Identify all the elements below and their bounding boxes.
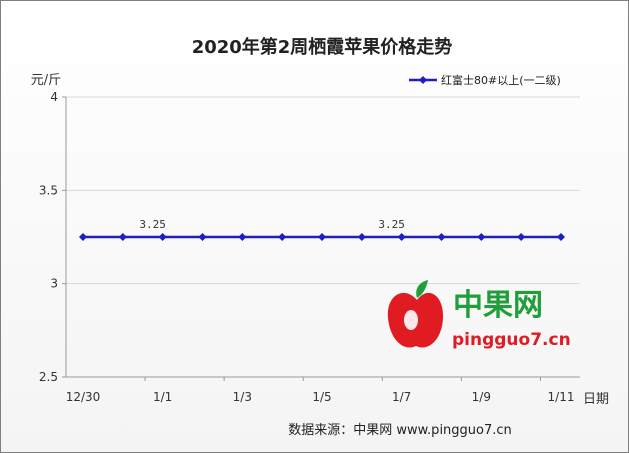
data-label: 3.25	[378, 218, 405, 231]
legend-marker	[419, 76, 427, 84]
x-tick-label: 1/3	[233, 390, 252, 404]
data-point	[397, 233, 406, 241]
y-axis-unit: 元/斤	[31, 73, 61, 88]
data-point	[517, 233, 526, 241]
y-tick-label: 4	[50, 90, 58, 104]
apple-leaf-icon	[416, 280, 428, 298]
x-tick-label: 1/5	[312, 390, 331, 404]
y-tick-label: 3	[50, 277, 58, 291]
series-layer	[79, 233, 565, 241]
data-point	[118, 233, 127, 241]
data-point	[79, 233, 87, 241]
grid-lines	[66, 96, 580, 285]
y-tick-label: 2.5	[39, 370, 58, 384]
data-labels: 3.25 3.25	[139, 218, 405, 231]
y-tick-label: 3.5	[39, 183, 58, 197]
data-source: 数据来源：中果网 www.pingguo7.cn	[288, 423, 512, 438]
legend-label: 红富士80#以上(一二级)	[441, 73, 561, 87]
zhongguowang-logo: 中果网 pingguo7.cn	[387, 280, 571, 350]
x-tick-label: 1/11	[548, 390, 575, 404]
x-tick-label: 1/9	[472, 390, 491, 404]
data-point	[158, 233, 167, 241]
data-point	[318, 233, 326, 241]
data-point	[557, 233, 565, 241]
data-label: 3.25	[139, 218, 166, 231]
brand-name: 中果网	[453, 288, 543, 323]
data-point	[357, 233, 366, 241]
data-point	[477, 233, 486, 241]
data-point	[437, 233, 446, 241]
x-tick-label: 1/7	[392, 390, 411, 404]
x-tick-label: 12/30	[66, 390, 101, 404]
y-axis-ticks: 4 3.5 3 2.5	[39, 90, 66, 384]
brand-url: pingguo7.cn	[452, 330, 571, 350]
x-axis-label: 日期	[583, 392, 609, 407]
data-point	[238, 233, 247, 241]
x-axis-ticks: 12/30 1/1 1/3 1/5 1/7 1/9 1/11	[66, 377, 575, 404]
legend: 红富士80#以上(一二级)	[409, 73, 561, 87]
data-point	[198, 233, 207, 241]
chart-title: 2020年第2周栖霞苹果价格走势	[192, 36, 453, 58]
data-point	[278, 233, 287, 241]
x-tick-label: 1/1	[153, 390, 172, 404]
